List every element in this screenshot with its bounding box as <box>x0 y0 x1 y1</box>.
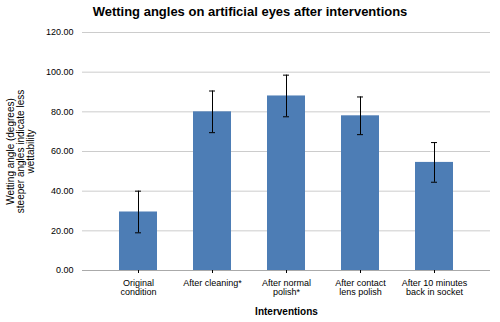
svg-text:Wetting angle (degrees)steeper: Wetting angle (degrees)steeper angles in… <box>5 90 36 213</box>
svg-text:After 10 minutesback in socket: After 10 minutesback in socket <box>402 278 468 297</box>
svg-text:60.00: 60.00 <box>51 146 74 156</box>
svg-text:0.00: 0.00 <box>56 265 74 275</box>
svg-text:80.00: 80.00 <box>51 107 74 117</box>
svg-text:40.00: 40.00 <box>51 186 74 196</box>
svg-text:Interventions: Interventions <box>255 306 318 317</box>
svg-text:100.00: 100.00 <box>46 67 74 77</box>
svg-text:20.00: 20.00 <box>51 226 74 236</box>
svg-text:After normalpolish*: After normalpolish* <box>262 278 311 297</box>
svg-text:After cleaning*: After cleaning* <box>183 278 242 288</box>
svg-text:120.00: 120.00 <box>46 27 74 37</box>
svg-text:Originalcondition: Originalcondition <box>120 278 156 297</box>
svg-text:After contactlens polish: After contactlens polish <box>335 278 386 297</box>
html-text:Wetting angles on artificial e: Wetting angles on artificial eyes after … <box>92 4 408 19</box>
